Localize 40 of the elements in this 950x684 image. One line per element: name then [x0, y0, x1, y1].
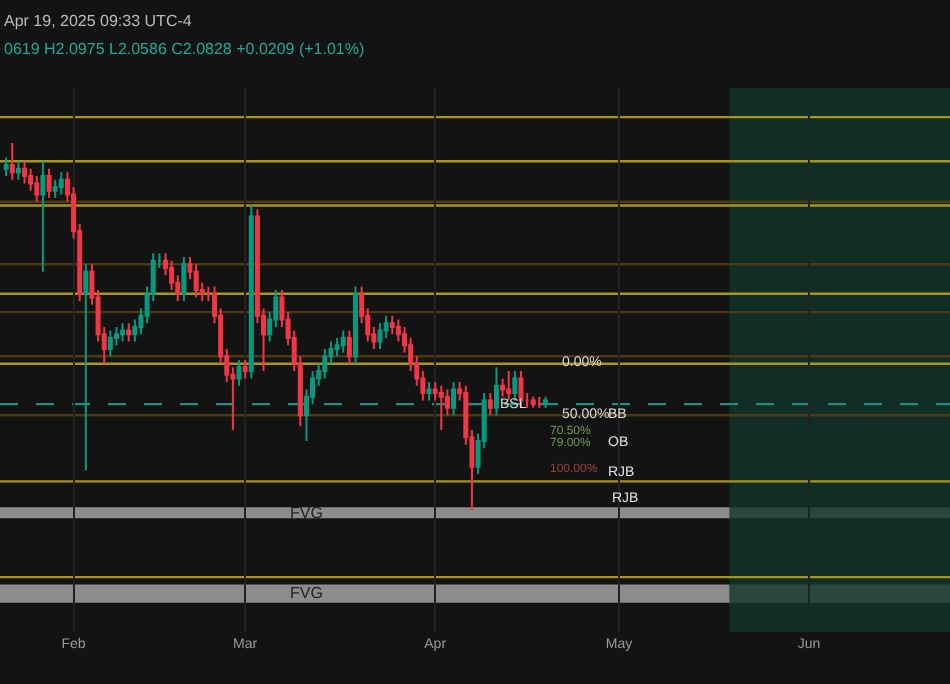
candlestick [322, 347, 328, 380]
candlestick [389, 314, 395, 336]
candlestick [352, 285, 358, 365]
candlestick [83, 263, 89, 472]
candlestick [334, 336, 340, 358]
candlestick [58, 171, 64, 196]
candlestick [242, 359, 248, 380]
candlestick [193, 263, 199, 299]
candlestick [126, 322, 132, 343]
candlestick [542, 395, 548, 409]
candlestick [346, 329, 352, 365]
candlestick [34, 175, 40, 203]
candlestick [22, 160, 28, 185]
candlestick [451, 381, 457, 417]
candlestick [248, 204, 254, 380]
candlestick [500, 377, 506, 398]
candlestick [3, 156, 9, 178]
band-label: FVG [290, 584, 323, 602]
candlestick [15, 160, 21, 181]
text: Apr 19, 2025 09:33 UTC-4 [4, 12, 193, 30]
candlestick [181, 255, 187, 303]
band-label: FVG [290, 504, 323, 522]
candlestick [46, 167, 52, 200]
candlestick [512, 370, 518, 402]
candlestick [40, 160, 46, 273]
candlestick [426, 381, 432, 402]
candlestick [438, 384, 444, 431]
candlestick [107, 329, 113, 358]
candlestick [506, 370, 512, 402]
text: 0619 H2.0975 L2.0586 C2.0828 +0.0209 (+1.01%) [4, 40, 365, 58]
candlestick [493, 366, 499, 417]
candlestick [340, 329, 346, 354]
candlestick [530, 395, 536, 409]
candlestick [9, 141, 15, 181]
candlestick [52, 178, 58, 200]
candlestick [536, 395, 542, 409]
candlestick [120, 322, 126, 343]
candlestick [377, 322, 383, 350]
candlestick [487, 392, 493, 417]
candlestick [236, 359, 242, 387]
